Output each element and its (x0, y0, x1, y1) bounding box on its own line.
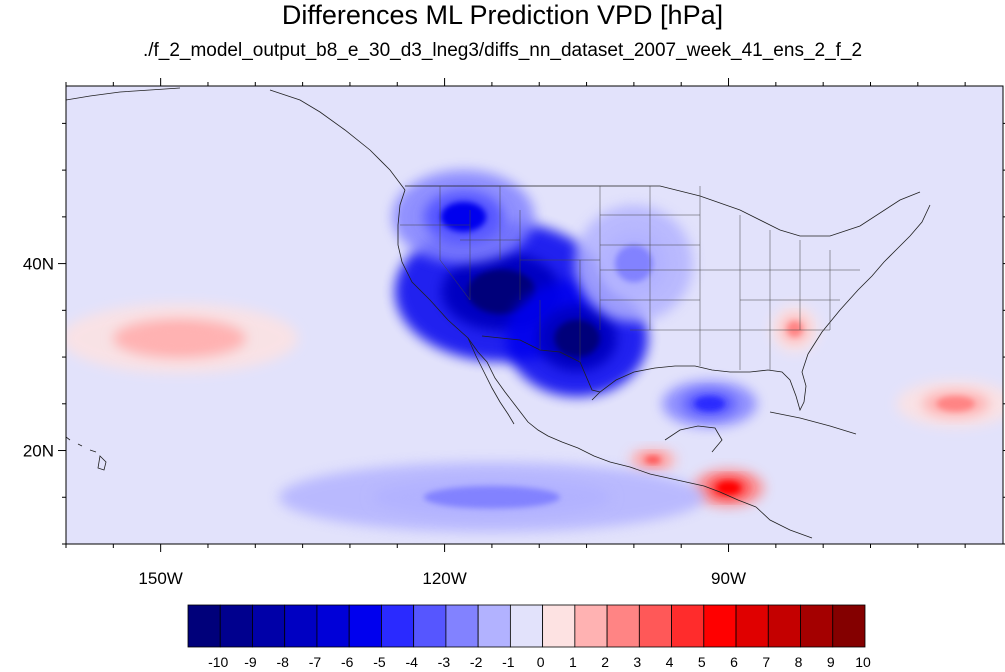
colorbar-label: 2 (601, 654, 609, 670)
coastlines (66, 87, 931, 539)
colorbar-label: 7 (762, 654, 770, 670)
colorbar-box (187, 604, 221, 648)
colorbar-box (832, 604, 866, 648)
colorbar-box (284, 604, 318, 648)
state-lines-west (400, 186, 600, 362)
axis-tick-labels: 150W 120W 90W 20N 40N (23, 255, 746, 588)
west-coastline (397, 189, 757, 508)
colorbar-box (445, 604, 479, 648)
chart-title: Differences ML Prediction VPD [hPa] (281, 0, 724, 30)
colorbar-box (477, 604, 511, 648)
colorbar-label: 5 (698, 654, 706, 670)
colorbar-label: 0 (537, 654, 545, 670)
cuba-coastline (769, 411, 857, 435)
field-region-core (717, 481, 740, 494)
hawaii-islands (66, 436, 107, 471)
colorbar-box (606, 604, 640, 648)
colorbar-label: -5 (373, 654, 386, 670)
central-america-coastline (755, 506, 813, 539)
east-coastline (807, 204, 931, 355)
colorbar-label: 8 (795, 654, 803, 670)
field-region-core (645, 456, 661, 464)
colorbar-label: 6 (730, 654, 738, 670)
us-canada-border (405, 185, 921, 237)
colorbar-box (413, 604, 447, 648)
x-tick-label: 150W (138, 569, 182, 588)
colorbar-box (316, 604, 350, 648)
colorbar-box (219, 604, 253, 648)
colorbar-box (252, 604, 286, 648)
colorbar-box (671, 604, 705, 648)
field-region-core (141, 327, 218, 350)
colorbar-label: 4 (666, 654, 674, 670)
field-region-core (936, 396, 975, 412)
yucatan-coastline (664, 425, 723, 453)
y-tick-label: 20N (23, 442, 54, 461)
colorbar-box (703, 604, 737, 648)
state-lines-east (700, 215, 860, 370)
colorbar-label: -6 (341, 654, 354, 670)
field-region-core (694, 396, 725, 412)
us-mexico-border (481, 335, 601, 393)
map-area (66, 86, 1003, 544)
colorbar-box (509, 604, 544, 648)
colorbar-box (767, 604, 801, 648)
field-region-core (440, 201, 487, 232)
state-boundaries (400, 186, 860, 370)
colorbar-label: 10 (855, 654, 871, 670)
field-region-core (467, 269, 536, 315)
x-tick-label: 90W (711, 569, 746, 588)
colorbar-box (348, 604, 382, 648)
colorbar-label: -8 (276, 654, 289, 670)
difference-field (66, 170, 1003, 533)
colorbar-box (735, 604, 769, 648)
y-tick-label: 40N (23, 255, 54, 274)
state-lines-central (599, 186, 720, 366)
colorbar-label: -7 (309, 654, 322, 670)
colorbar-label: 1 (569, 654, 577, 670)
colorbar: -10 -9 -8 -7 -6 -5 -4 -3 -2 -1 0 1 2 3 4 5 6 7 8 9 10 (187, 604, 871, 670)
colorbar-label: 3 (633, 654, 641, 670)
colorbar-label: -1 (502, 654, 515, 670)
field-region-core (554, 319, 600, 358)
baja-coastline (467, 337, 515, 425)
field-region-core (614, 244, 653, 283)
colorbar-label: -9 (244, 654, 257, 670)
colorbar-label: -10 (208, 654, 228, 670)
colorbar-box (574, 604, 608, 648)
gulf-coastline (591, 353, 809, 412)
bc-coastline (269, 89, 406, 191)
field-region-core (787, 321, 803, 337)
colorbar-label: -4 (405, 654, 418, 670)
chart-subtitle: ./f_2_model_output_b8_e_30_d3_lneg3/diff… (142, 40, 863, 61)
colorbar-box (800, 604, 834, 648)
field-region-core (423, 486, 561, 509)
axis-ticks (58, 78, 1005, 552)
colorbar-box (381, 604, 415, 648)
colorbar-box (542, 604, 576, 648)
map-frame (65, 85, 1004, 545)
alaska-coastline (66, 87, 181, 101)
colorbar-label: 9 (827, 654, 835, 670)
x-tick-label: 120W (422, 569, 466, 588)
colorbar-label: -3 (438, 654, 451, 670)
colorbar-box (638, 604, 672, 648)
colorbar-label: -2 (470, 654, 483, 670)
